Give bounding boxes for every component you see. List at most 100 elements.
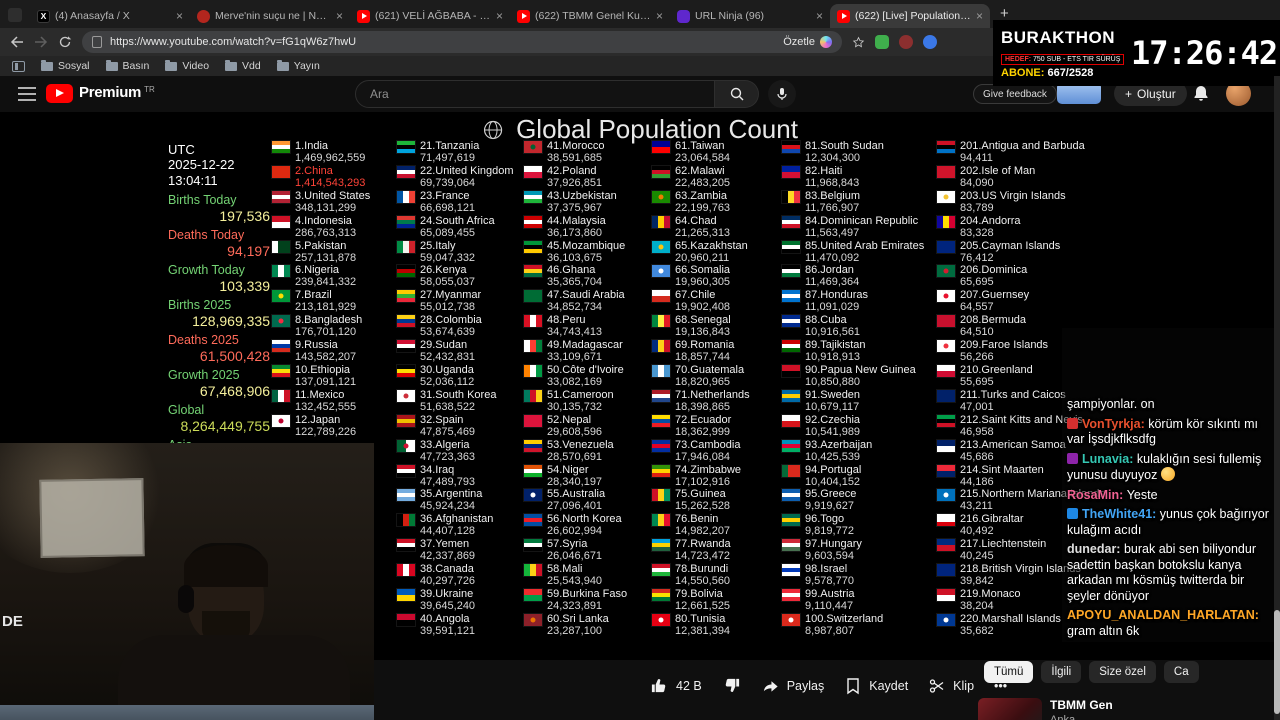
tab-title: (4) Anasayfa / X — [55, 10, 130, 22]
related-video-title[interactable]: TBMM Gen — [1050, 698, 1113, 712]
flag-icon — [782, 290, 800, 303]
country-item: 57.Syria 26,046,671 — [524, 538, 627, 563]
country-item: 23.France 66,698,121 — [397, 190, 514, 215]
chat-badge-icon — [1067, 417, 1078, 429]
bookmark-folder[interactable]: Sosyal — [41, 59, 90, 72]
browser-tab[interactable]: Merve'nin suçu ne | Nedim ŞENER × — [190, 4, 350, 28]
flag-icon — [524, 389, 542, 402]
bookmark-label: Vdd — [242, 60, 261, 72]
scissors-icon — [930, 678, 944, 693]
save-button[interactable]: Kaydet — [844, 677, 908, 695]
youtube-favicon — [357, 9, 370, 23]
favorite-star-icon[interactable] — [852, 36, 865, 49]
flag-icon — [782, 489, 800, 502]
overlay-title: BURAKTHON — [1001, 27, 1116, 47]
voice-search-button[interactable] — [768, 80, 796, 108]
video-thumbnail[interactable] — [978, 698, 1042, 720]
tab-close-button[interactable]: × — [495, 9, 503, 23]
chat-filter-chip[interactable]: Size özel — [1089, 661, 1156, 683]
flag-icon — [272, 141, 290, 153]
related-video[interactable]: TBMM Gen Anka — [978, 698, 1278, 720]
menu-icon[interactable] — [18, 87, 36, 106]
tab-close-button[interactable]: × — [175, 9, 183, 23]
like-button[interactable]: 42 B — [650, 676, 702, 695]
country-item: 75.Guinea 15,262,528 — [652, 488, 750, 513]
flag-icon — [782, 340, 800, 353]
clip-button[interactable]: Klip — [928, 677, 974, 695]
address-bar[interactable]: https://www.youtube.com/watch?v=fG1qW6z7… — [82, 31, 842, 53]
browser-tab[interactable]: X (4) Anasayfa / X × — [30, 4, 190, 28]
stat-item: UTC 2025-12-22 13:04:11 — [168, 142, 235, 188]
bookmark-folder[interactable]: Yayın — [276, 59, 320, 72]
bookmark-folder[interactable]: Basın — [105, 59, 149, 72]
flag-icon — [652, 589, 670, 602]
whiteboard — [39, 478, 145, 558]
scrollbar[interactable] — [1274, 76, 1280, 720]
page-title: Global Population Count — [482, 114, 798, 145]
country-item: 202.Isle of Man 84,090 — [937, 165, 1105, 190]
youtube-logo[interactable]: Premium TR — [46, 84, 155, 103]
country-item: 52.Nepal 29,608,596 — [524, 414, 627, 439]
tab-close-button[interactable]: × — [655, 9, 663, 23]
country-column: 61.Taiwan 23,064,584 62.Malawi 22,483,205 63… — [652, 140, 750, 638]
back-icon[interactable] — [10, 36, 24, 48]
browser-tab[interactable]: (622) TBMM Genel Kurulu #canlı × — [510, 4, 670, 28]
extension-icon-green[interactable] — [875, 35, 889, 49]
flag-icon — [524, 439, 542, 452]
search-button[interactable] — [715, 80, 759, 108]
browser-tab[interactable]: (621) VELİ AĞBABA - 2026 YILI BÜ × — [350, 4, 510, 28]
chat-message: RosaMin: Yeste — [1067, 488, 1271, 504]
flag-icon — [782, 613, 800, 626]
tab-close-button[interactable]: × — [815, 9, 823, 23]
chat-filter-chip[interactable]: Tümü — [984, 661, 1034, 683]
tab-close-button[interactable]: × — [975, 9, 983, 23]
copilot-icon — [820, 36, 832, 48]
flag-icon — [397, 365, 415, 378]
flag-icon — [782, 589, 800, 602]
summarize-button[interactable]: Özetle — [783, 36, 832, 48]
search-input[interactable]: Ara — [355, 80, 715, 108]
flag-icon — [524, 190, 542, 203]
scrollbar-thumb[interactable] — [1274, 610, 1280, 714]
flag-icon — [937, 215, 955, 228]
url-text[interactable]: https://www.youtube.com/watch?v=fG1qW6z7… — [110, 36, 357, 48]
bookmark-folder[interactable]: Vdd — [225, 59, 261, 72]
flag-icon — [524, 290, 542, 303]
country-item: 54.Niger 28,340,197 — [524, 464, 627, 489]
video-player[interactable]: Global Population Count UTC 2025-12-22 13:… — [0, 112, 1280, 660]
new-tab-button[interactable]: + — [1000, 5, 1009, 22]
forward-icon[interactable] — [34, 36, 48, 48]
chat-text: yunus çok bağırıyor kulağım acıdı — [1067, 507, 1269, 537]
country-item: 29.Sudan 52,432,831 — [397, 339, 514, 364]
country-item: 40.Angola 39,591,121 — [397, 613, 514, 638]
browser-tab[interactable]: (622) [Live] Population Count 2025 × — [830, 4, 990, 28]
share-button[interactable]: Paylaş — [761, 676, 824, 695]
country-item: 56.North Korea 26,602,994 — [524, 513, 627, 538]
browser-tab[interactable]: URL Ninja (96) × — [670, 4, 830, 28]
tab-close-button[interactable]: × — [335, 9, 343, 23]
sidebar-panel-icon[interactable] — [12, 60, 25, 72]
extension-icon-red[interactable] — [899, 35, 913, 49]
bookmark-folder[interactable]: Video — [165, 59, 209, 72]
country-item: 80.Tunisia 12,381,394 — [652, 613, 750, 638]
extension-icon-blue[interactable] — [923, 35, 937, 49]
flag-icon — [524, 539, 542, 552]
chat-filter-chip[interactable]: Ca — [1163, 661, 1199, 683]
chat-text: kulaklığın sesi fullemiş yunusu duyuyoz — [1067, 451, 1262, 483]
country-item: 79.Bolivia 12,661,525 — [652, 588, 750, 613]
country-item: 60.Sri Lanka 23,287,100 — [524, 613, 627, 638]
flag-icon — [782, 539, 800, 552]
chat-filter-chip[interactable]: İlgili — [1041, 661, 1082, 683]
flag-icon — [397, 215, 415, 228]
country-item: 8.Bangladesh 176,701,120 — [272, 314, 370, 339]
chat-text: Yeste — [1126, 487, 1158, 502]
notifications-button[interactable] — [1192, 84, 1210, 107]
refresh-icon[interactable] — [58, 35, 72, 49]
feedback-button[interactable]: Give feedback — [973, 84, 1057, 104]
dislike-button[interactable] — [722, 676, 741, 695]
flag-icon — [524, 365, 542, 378]
flag-icon — [397, 389, 415, 402]
country-item: 2.China 1,414,543,293 — [272, 165, 370, 190]
country-item: 66.Somalia 19,960,305 — [652, 264, 750, 289]
flag-icon — [272, 215, 290, 228]
